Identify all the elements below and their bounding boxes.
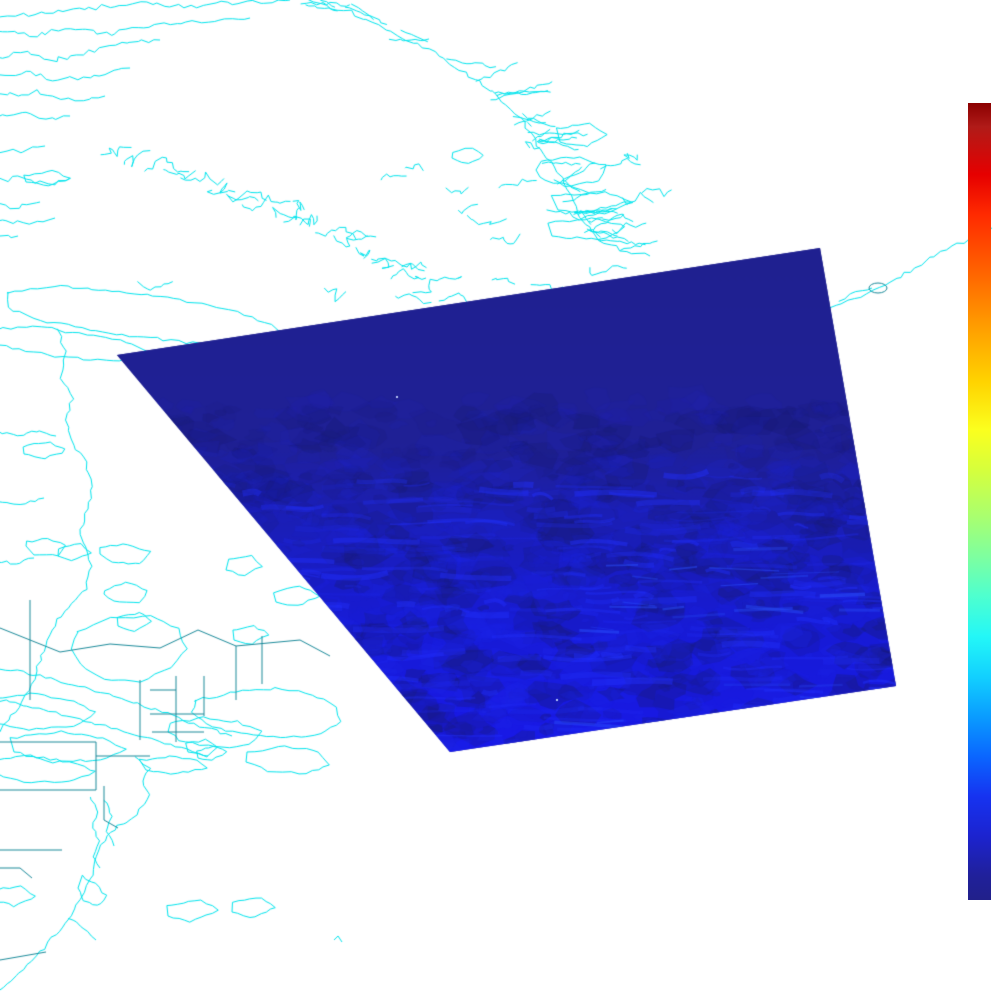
colorbar [968,103,991,900]
colorbar-gradient [968,103,991,900]
